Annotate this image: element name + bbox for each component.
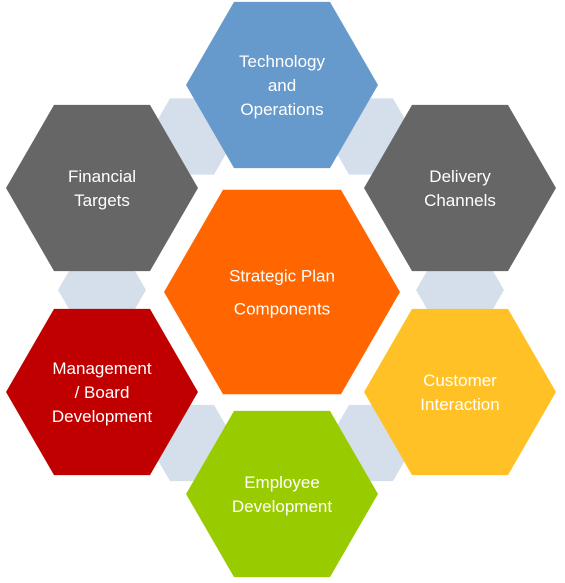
hex-customer-interaction-shape [364, 308, 556, 476]
hex-technology-and-operations-label-line: and [268, 76, 296, 95]
hex-center-strategic-plan-label-line: Strategic Plan [229, 267, 335, 286]
hex-management-board-development: Management / Board Development [6, 308, 198, 476]
hex-management-board-development-label-line: Development [52, 407, 152, 426]
hex-financial-targets-label-line: Financial [68, 167, 136, 186]
hex-customer-interaction-label-line: Interaction [420, 395, 499, 414]
hex-delivery-channels: Delivery Channels [364, 104, 556, 272]
hex-management-board-development-label-line: Management [52, 359, 152, 378]
hex-employee-development-label-line: Employee [244, 473, 320, 492]
hex-technology-and-operations-shape [186, 1, 378, 169]
hex-financial-targets-label-line: Targets [74, 191, 130, 210]
hexagons: Technology and Operations Delivery Channels C… [6, 1, 556, 578]
hex-financial-targets: Financial Targets [6, 104, 198, 272]
hex-employee-development: Employee Development [186, 410, 378, 578]
hex-customer-interaction: Customer Interaction [364, 308, 556, 476]
hex-technology-and-operations-label-line: Technology [239, 52, 326, 71]
hex-center-strategic-plan: Strategic Plan Components [164, 189, 400, 395]
hex-financial-targets-shape [6, 104, 198, 272]
hex-technology-and-operations: Technology and Operations [186, 1, 378, 169]
hex-employee-development-shape [186, 410, 378, 578]
hex-center-strategic-plan-label-line: Components [234, 300, 330, 319]
hex-delivery-channels-label-line: Channels [424, 191, 496, 210]
hex-delivery-channels-label-line: Delivery [429, 167, 491, 186]
hex-center-strategic-plan-shape [164, 189, 400, 395]
hex-management-board-development-label-line: / Board [75, 383, 130, 402]
hex-technology-and-operations-label-line: Operations [240, 100, 323, 119]
hex-employee-development-label-line: Development [232, 497, 332, 516]
hex-customer-interaction-label-line: Customer [423, 371, 497, 390]
hex-delivery-channels-shape [364, 104, 556, 272]
hex-management-board-development-shape [6, 308, 198, 476]
